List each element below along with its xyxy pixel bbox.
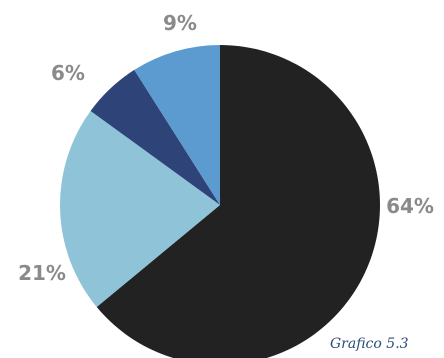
pie-slice-64 — [96, 45, 380, 358]
pie-slices — [59, 45, 380, 358]
pie-slice-6 — [90, 69, 220, 205]
slice-label-64: 64% — [386, 194, 434, 218]
slice-label-6: 6% — [51, 61, 85, 85]
pie-slice-9 — [134, 45, 220, 205]
pie-labels: 64% 21% 6% 9% — [18, 11, 434, 285]
chart-caption: Grafico 5.3 — [330, 336, 409, 352]
slice-label-9: 9% — [163, 11, 197, 35]
slice-label-21: 21% — [18, 261, 66, 285]
pie-slice-21 — [59, 110, 220, 307]
